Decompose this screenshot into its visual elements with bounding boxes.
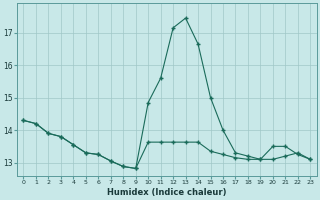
X-axis label: Humidex (Indice chaleur): Humidex (Indice chaleur): [107, 188, 227, 197]
